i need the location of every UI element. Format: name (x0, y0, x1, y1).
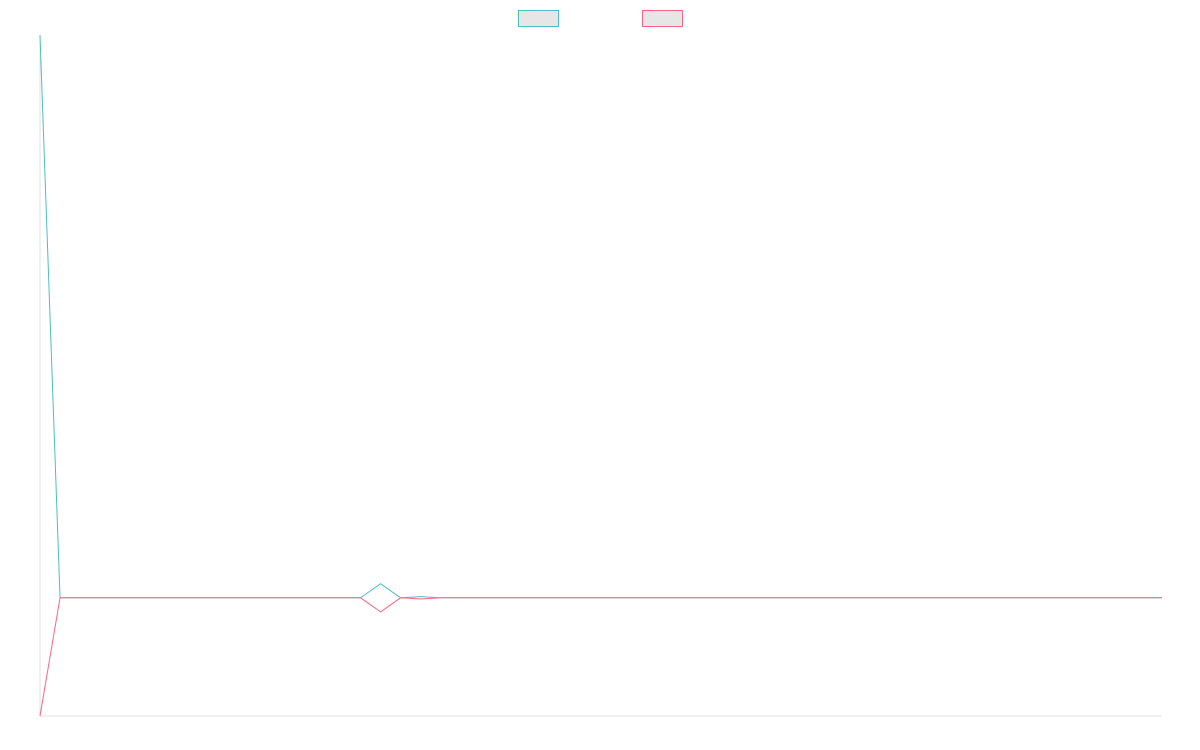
series-line-1 (39, 34, 1162, 599)
legend-swatch-2[interactable] (642, 10, 683, 27)
series-line-2 (39, 597, 1162, 717)
legend (518, 10, 683, 27)
axes (39, 35, 1162, 717)
series-group (39, 34, 1162, 717)
legend-swatch-1[interactable] (518, 10, 559, 27)
